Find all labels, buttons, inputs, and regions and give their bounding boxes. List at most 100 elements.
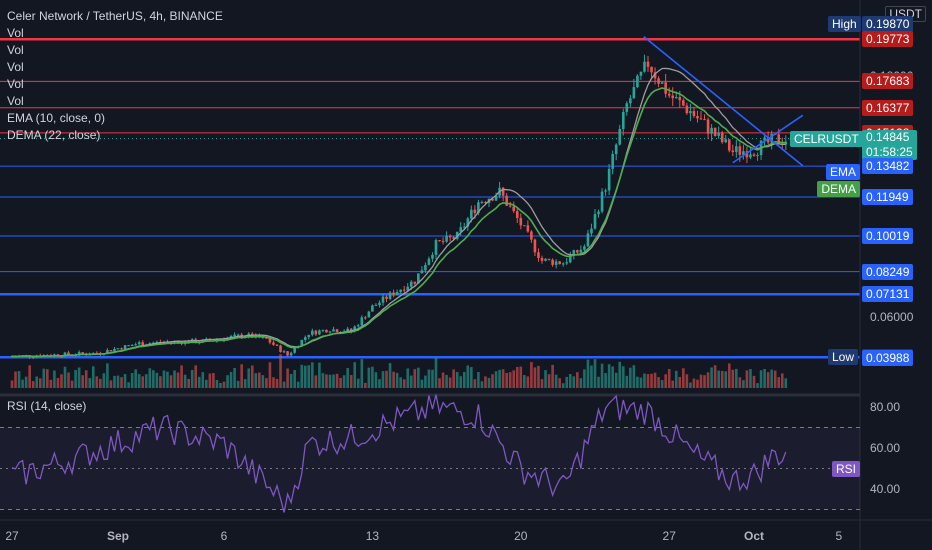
indicator-legend-dema[interactable]: DEMA (22, close) <box>7 128 101 142</box>
candle-body <box>371 305 374 312</box>
candle-body <box>682 100 685 106</box>
volume-bar <box>636 376 639 388</box>
price-tag-0.17683[interactable]: 0.17683 <box>862 73 914 90</box>
volume-bar <box>314 375 318 388</box>
candle-body <box>113 348 116 352</box>
volume-bar <box>28 365 31 388</box>
volume-bar <box>780 373 784 388</box>
candle-body <box>703 119 706 121</box>
volume-bar <box>629 367 632 388</box>
volume-bar <box>551 364 554 388</box>
volume-bar <box>332 374 335 388</box>
price-tag-high[interactable]: 0.19870 <box>862 16 914 32</box>
volume-bar <box>109 380 113 388</box>
volume-bar <box>685 374 689 388</box>
price-tag-dema[interactable]: DEMA <box>817 181 860 197</box>
candle-body <box>565 262 569 264</box>
indicator-legend-ema[interactable]: EMA (10, close, 0) <box>7 111 106 125</box>
candle-body <box>229 335 233 338</box>
volume-bar <box>519 366 523 388</box>
volume-bar <box>402 379 406 388</box>
candle-body <box>374 304 378 306</box>
candle-body <box>515 211 519 219</box>
candle-body <box>148 343 152 345</box>
price-tag-0.03988[interactable]: 0.03988 <box>862 349 914 366</box>
candle-body <box>561 263 565 265</box>
indicator-legend-vol-5[interactable]: Vol <box>7 94 24 108</box>
volume-bar <box>339 377 342 388</box>
volume-bar <box>247 368 251 388</box>
volume-bar <box>222 381 226 388</box>
indicator-legend-vol-1[interactable]: Vol <box>7 26 24 40</box>
volume-bar <box>374 372 378 388</box>
candle-body <box>346 328 349 332</box>
price-tag-celrusdt[interactable]: 0.14845 01:58:25 <box>862 129 917 160</box>
volume-bar <box>130 373 134 388</box>
indicator-legend-vol-2[interactable]: Vol <box>7 43 24 57</box>
candle-body <box>445 235 448 242</box>
price-tag-ema[interactable]: EMA <box>825 164 860 180</box>
candle-body <box>763 137 766 141</box>
candle-body <box>689 111 692 114</box>
rsi-value-tag[interactable]: RSI <box>832 460 861 477</box>
candle-body <box>321 329 325 331</box>
candle-body <box>409 281 413 287</box>
volume-bar <box>717 370 720 388</box>
candle-body <box>713 127 717 136</box>
candle-body <box>364 317 367 319</box>
candle-body <box>547 258 551 260</box>
symbol-title[interactable]: Celer Network / TetherUS, 4h, BINANCE <box>7 9 223 23</box>
volume-bar <box>300 364 304 388</box>
volume-bar <box>268 362 272 388</box>
symbol-label-tag[interactable]: CELRUSDT <box>790 130 863 147</box>
volume-bar <box>749 369 752 388</box>
volume-bar <box>88 378 92 388</box>
volume-bar <box>91 366 95 388</box>
volume-bar <box>307 365 311 388</box>
volume-bar <box>724 371 728 388</box>
volume-bar <box>607 364 611 388</box>
price-tag-0.08249[interactable]: 0.08249 <box>862 263 914 280</box>
price-tag-0.19773[interactable]: 0.19773 <box>862 31 914 48</box>
volume-bar <box>544 370 547 388</box>
volume-bar <box>735 368 738 388</box>
ascending-trendline <box>732 114 804 164</box>
volume-bar <box>738 377 742 388</box>
high-label-tag[interactable]: High <box>828 16 861 32</box>
price-tag-0.13482[interactable]: 0.13482 <box>862 158 914 175</box>
indicator-legend-vol-3[interactable]: Vol <box>7 60 24 74</box>
candle-body <box>636 75 639 88</box>
indicator-legend-vol-4[interactable]: Vol <box>7 77 24 91</box>
volume-bar <box>593 359 597 388</box>
candle-body <box>328 331 332 333</box>
volume-bar <box>756 383 759 388</box>
candle-body <box>134 344 137 346</box>
volume-bar <box>176 372 180 388</box>
volume-bar <box>706 372 710 388</box>
price-tag-0.10019[interactable]: 0.10019 <box>862 227 914 244</box>
price-tag-0.16377[interactable]: 0.16377 <box>862 99 914 116</box>
rsi-legend[interactable]: RSI (14, close) <box>7 399 87 413</box>
candle-body <box>660 82 664 84</box>
volume-bar <box>31 381 35 388</box>
volume-bar <box>388 363 392 388</box>
low-label-tag[interactable]: Low <box>828 349 859 366</box>
candle-body <box>526 225 530 232</box>
volume-bar <box>618 361 622 388</box>
candle-body <box>272 342 275 345</box>
volume-bar <box>289 374 293 388</box>
price-tag-0.07131[interactable]: 0.07131 <box>862 286 914 303</box>
volume-bar <box>547 374 551 388</box>
volume-bar <box>392 371 395 388</box>
volume-bar <box>226 375 229 388</box>
time-axis: 27 Sep 6 13 20 27 Oct 5 <box>5 529 842 543</box>
candle-body <box>106 350 109 354</box>
candle-body <box>434 240 438 255</box>
volume-bar <box>583 369 586 388</box>
volume-bar <box>250 365 254 388</box>
price-tag-0.11949[interactable]: 0.11949 <box>862 189 913 206</box>
volume-bar <box>745 370 749 388</box>
volume-bars <box>10 354 788 388</box>
candle-body <box>438 240 441 242</box>
